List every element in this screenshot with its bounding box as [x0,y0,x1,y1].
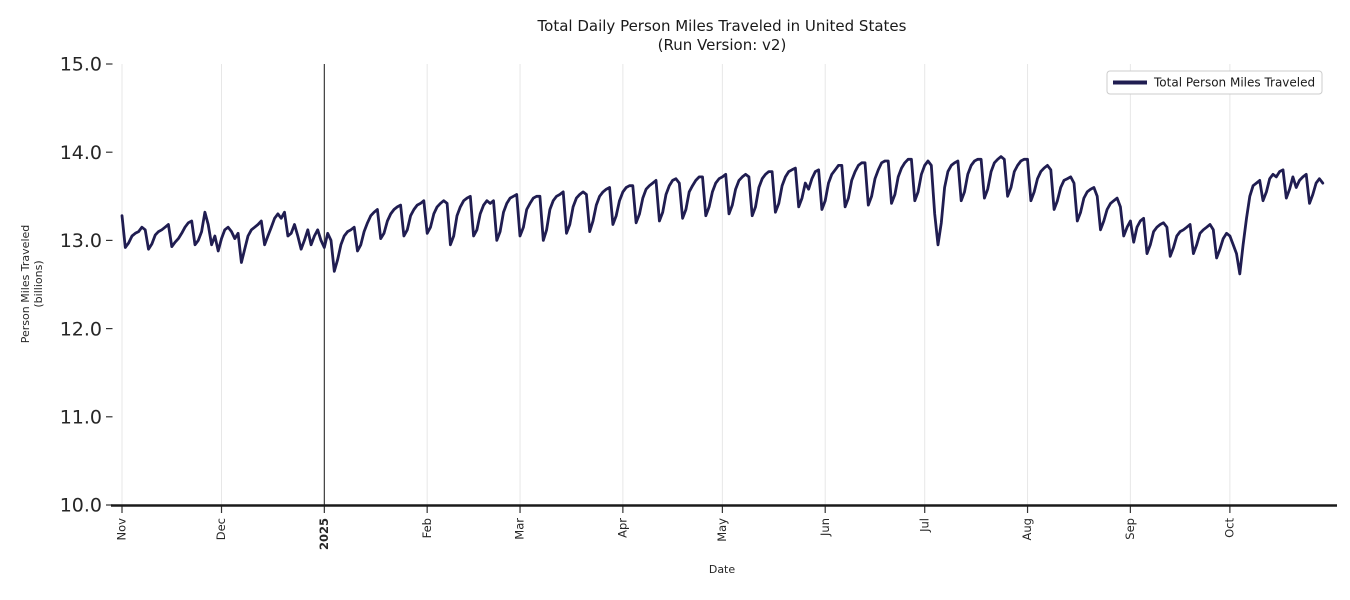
x-tick-label: Apr [616,518,630,538]
legend-box [1106,70,1323,95]
series-layer [120,155,1325,276]
chart-title: Total Daily Person Miles Traveled in Uni… [537,17,907,35]
x-axis-label: Date [709,563,736,576]
chart-subtitle: (Run Version: v2) [658,36,787,54]
axis-layer: Nov Dec 2025 Feb Mar Apr May Jun Jul Aug Sep Oct 10.… [60,54,1337,550]
legend: Total Person Miles Traveled [1106,70,1323,95]
x-tick-label: Sep [1123,518,1137,540]
x-tick-label: Feb [420,518,434,538]
y-tick-label: 10.0 [60,495,102,517]
y-tick-label: 13.0 [60,230,102,252]
x-tick-label: Jul [917,518,931,533]
x-tick-label: Nov [115,518,129,541]
x-tick-label: Oct [1223,518,1237,538]
y-tick-label: 15.0 [60,54,102,76]
x-tick-label: May [715,518,729,542]
series-line-total-person-miles [120,155,1325,276]
y-axis-label: Person Miles Traveled (billions) [19,225,45,344]
y-tick-label: 11.0 [60,406,102,428]
x-tick-label: Mar [513,518,527,540]
x-tick-label: Jun [818,518,832,537]
gridline-layer [121,64,1231,505]
legend-label: Total Person Miles Traveled [1153,76,1315,90]
y-axis-label-line1: Person Miles Traveled [19,225,32,344]
y-tick-label: 12.0 [60,318,102,340]
x-tick-label: 2025 [317,518,331,550]
x-tick-label: Dec [214,518,228,540]
x-tick-label: Aug [1020,518,1034,540]
y-axis-label-line2: (billions) [32,260,45,307]
y-tick-label: 14.0 [60,142,102,164]
